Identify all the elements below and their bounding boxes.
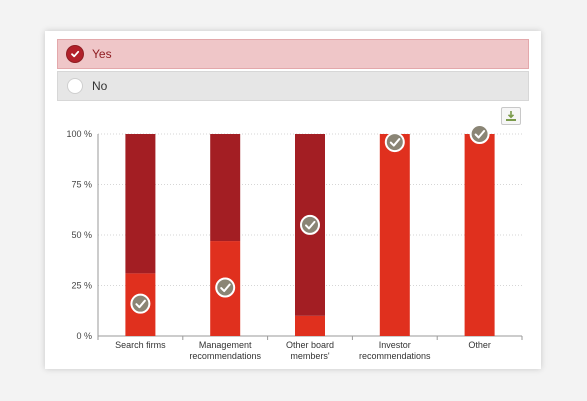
bar-segment	[295, 315, 325, 336]
y-tick-label: 100 %	[66, 129, 92, 139]
x-category-label: Management recommendations	[189, 340, 261, 361]
x-category-label: Other	[468, 340, 491, 350]
bar-segment	[464, 134, 495, 336]
y-tick-label: 50 %	[71, 230, 92, 240]
bar-segment	[210, 134, 241, 242]
download-icon	[506, 111, 516, 121]
check-icon	[135, 299, 146, 309]
y-tick-label: 0 %	[76, 331, 92, 341]
option-yes[interactable]: Yes	[57, 39, 529, 69]
check-marker	[130, 293, 151, 314]
bar-segment	[379, 134, 410, 336]
option-no-label: No	[92, 79, 108, 93]
y-tick-label: 25 %	[71, 281, 92, 291]
checked-radio-icon	[67, 46, 83, 62]
bar-segment	[125, 134, 156, 274]
check-icon	[220, 283, 231, 293]
check-icon	[474, 130, 486, 139]
check-icon	[305, 220, 316, 230]
check-icon	[389, 138, 401, 147]
x-category-label: Search firms	[115, 340, 166, 350]
check-marker	[215, 277, 236, 298]
x-category-label: Investor recommendations	[359, 340, 431, 361]
option-yes-label: Yes	[92, 47, 112, 61]
x-category-label: Other board members'	[286, 340, 334, 361]
check-marker	[469, 124, 490, 144]
check-marker	[384, 132, 405, 153]
y-tick-label: 75 %	[71, 180, 92, 190]
empty-radio-icon	[67, 78, 83, 94]
option-no[interactable]: No	[57, 71, 529, 101]
download-button[interactable]	[501, 107, 521, 125]
check-marker	[300, 214, 320, 235]
